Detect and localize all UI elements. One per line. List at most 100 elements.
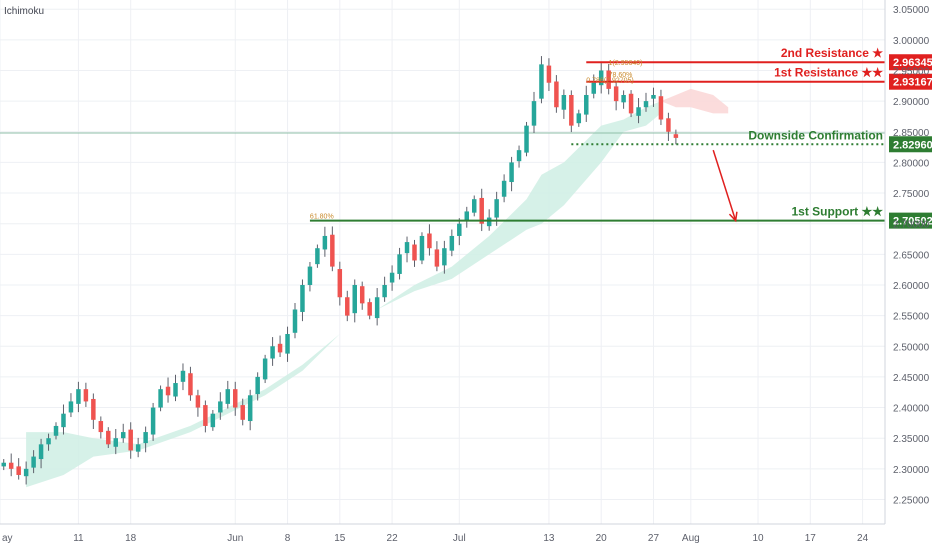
candle-body: [143, 432, 148, 444]
candle-body: [337, 269, 343, 298]
candle-body: [457, 223, 462, 236]
candle-body: [606, 70, 611, 89]
y-tick-label: 2.70000: [893, 220, 930, 231]
x-tick-label: ay: [2, 533, 13, 544]
candle-body: [307, 266, 313, 285]
2nd-resistance-label: 2nd Resistance ★: [781, 46, 883, 60]
1st-resistance-price-tag: [889, 73, 932, 90]
candle-body: [8, 462, 14, 469]
candle-body: [61, 413, 66, 428]
candle-body: [322, 235, 328, 250]
candle-body: [472, 199, 477, 213]
y-tick-label: 2.30000: [893, 465, 930, 476]
x-tick-label: 8: [285, 533, 291, 544]
candle-body: [165, 386, 171, 396]
candle-body: [46, 438, 51, 445]
candle-body: [486, 217, 492, 227]
x-tick-label: Aug: [682, 533, 700, 544]
candle-body: [509, 162, 514, 183]
candle-body: [352, 284, 357, 314]
candle-body: [546, 65, 552, 83]
candle-body: [98, 421, 104, 433]
ichimoku-cloud-bullish: [26, 101, 661, 488]
candle-body: [83, 389, 89, 402]
candle-body: [501, 180, 507, 197]
y-tick-label: 2.35000: [893, 434, 930, 445]
candle-body: [658, 96, 664, 120]
candle-body: [270, 346, 275, 359]
candle-body: [240, 405, 245, 420]
fib-annotation: 0.786(2.92705): [586, 78, 633, 85]
candle-body: [31, 456, 36, 468]
y-tick-label: 2.45000: [893, 373, 930, 384]
candle-body: [106, 430, 111, 445]
downside-confirmation-label: Downside Confirmation: [748, 128, 883, 142]
candle-body: [404, 242, 410, 254]
candle-body: [292, 309, 298, 333]
candle-body: [419, 235, 425, 261]
candle-body: [651, 94, 656, 99]
candle-body: [23, 468, 29, 477]
candle-body: [262, 358, 268, 380]
candle-body: [218, 401, 223, 413]
candle-body: [300, 284, 305, 312]
downside-arrow: [712, 149, 737, 221]
candle-body: [464, 211, 470, 222]
x-tick-label: 11: [73, 533, 84, 544]
candle-body: [277, 343, 283, 353]
y-tick-label: 2.85000: [893, 128, 930, 139]
candle-body: [613, 86, 619, 102]
y-tick-label: 2.75000: [893, 189, 930, 200]
candle-body: [91, 398, 96, 420]
candle-body: [345, 297, 350, 316]
fib-annotation: 1(2.95640): [609, 60, 643, 67]
candle-body: [247, 395, 253, 422]
y-tick-label: 2.25000: [893, 495, 930, 506]
downside-arrow-head: [728, 211, 738, 223]
candle-body: [374, 297, 380, 319]
candle-body: [397, 254, 402, 274]
candle-body: [389, 272, 395, 283]
candle-body: [427, 233, 432, 249]
candle-body: [180, 370, 186, 382]
candle-body: [554, 81, 559, 108]
candle-body: [643, 101, 649, 108]
candle-body: [76, 389, 81, 404]
downside-confirmation-price-label: 2.82960: [893, 139, 932, 151]
x-tick-label: 22: [387, 533, 399, 544]
y-tick-label: 2.90000: [893, 97, 930, 108]
indicator-label[interactable]: Ichimoku: [4, 6, 45, 17]
y-tick-label: 2.40000: [893, 404, 930, 415]
candle-body: [113, 438, 118, 447]
x-tick-label: Jun: [227, 533, 243, 544]
x-tick-label: 15: [334, 533, 346, 544]
candle-body: [68, 401, 74, 413]
y-tick-label: 2.55000: [893, 312, 930, 323]
candle-body: [666, 118, 671, 132]
1st-support-label: 1st Support ★★: [791, 205, 883, 219]
y-tick-label: 3.05000: [893, 5, 930, 16]
candle-body: [255, 376, 260, 395]
candle-body: [442, 248, 447, 266]
candle-body: [367, 302, 372, 316]
candle-body: [591, 82, 596, 94]
y-tick-label: 2.80000: [893, 158, 930, 169]
1st-resistance-label: 1st Resistance ★★: [774, 66, 883, 80]
candle-body: [584, 94, 589, 115]
candle-body: [621, 94, 626, 103]
candle-body: [225, 389, 231, 404]
x-tick-label: 18: [125, 533, 137, 544]
y-tick-label: 2.60000: [893, 281, 930, 292]
candle-body: [128, 429, 133, 451]
ichimoku-cloud-bearish: [660, 88, 729, 114]
x-tick-label: 24: [857, 533, 869, 544]
candle-body: [531, 101, 537, 126]
candle-body: [120, 432, 126, 439]
fib-annotation: 61.80%: [310, 214, 334, 221]
2nd-resistance-price-label: 2.96345: [893, 57, 932, 69]
candle-body: [38, 444, 44, 460]
candle-body: [16, 466, 21, 475]
y-tick-label: 2.95000: [893, 66, 930, 77]
